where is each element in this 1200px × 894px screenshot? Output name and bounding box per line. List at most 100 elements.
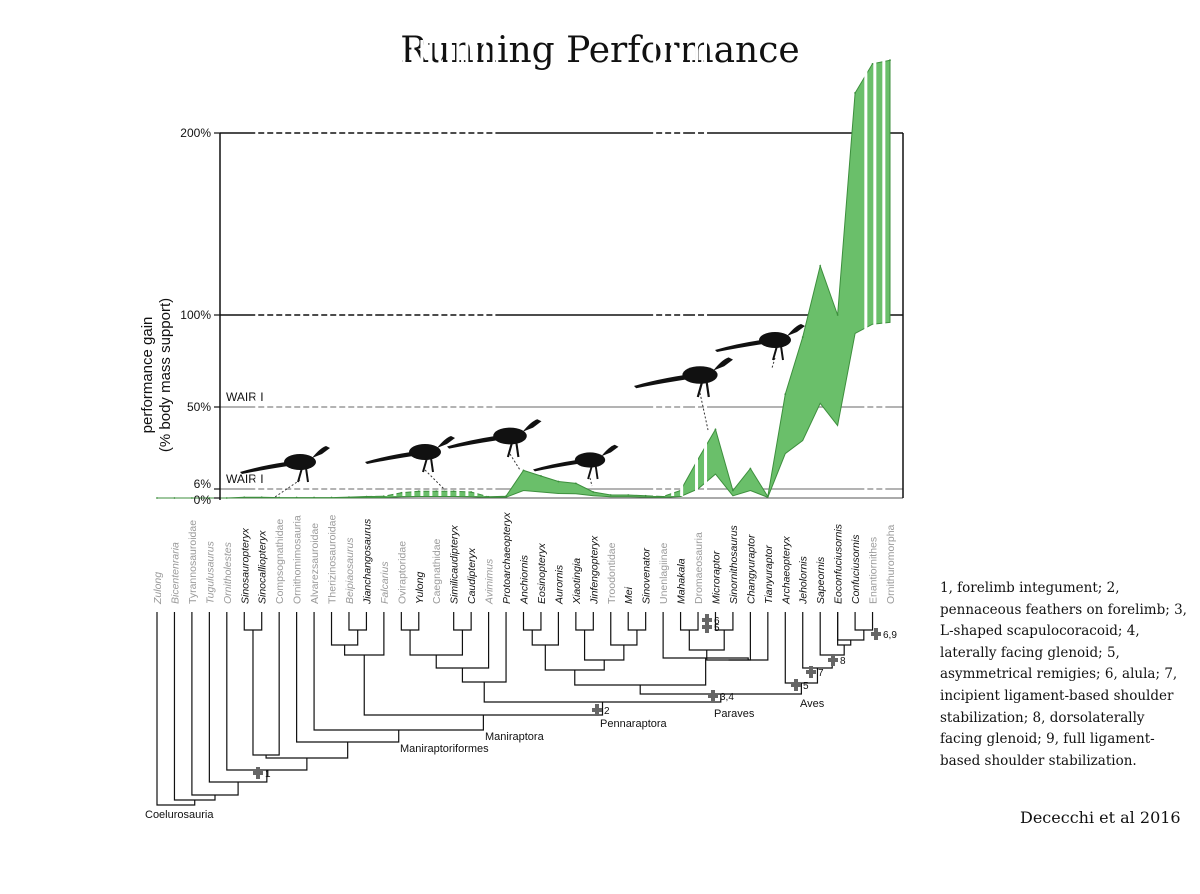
dash-gap — [438, 40, 442, 496]
taxon-label: Aurornis — [553, 564, 565, 605]
taxon-label: Sinovenator — [641, 547, 653, 604]
upper-point — [627, 494, 630, 496]
taxon-label: Ornitholestes — [222, 541, 234, 604]
dash-gap — [695, 40, 699, 496]
dinosaur-silhouette-icon — [447, 419, 542, 458]
dash-gap — [372, 40, 376, 496]
upper-point — [784, 393, 787, 396]
dinosaur-silhouette-icon — [240, 446, 330, 483]
tree-branch — [837, 612, 865, 641]
taxon-label: Zulong — [152, 572, 164, 605]
dinosaur-silhouette-icon — [365, 436, 455, 473]
svg-text:6,9: 6,9 — [883, 630, 897, 641]
clade-label: Maniraptora — [485, 731, 545, 743]
dash-gap — [483, 40, 487, 496]
dash-gap — [354, 40, 358, 496]
y-axis: 0% 6% 50% 100% 200% — [180, 126, 904, 507]
upper-point — [819, 264, 822, 267]
upper-point — [365, 495, 368, 498]
dash-gap — [429, 40, 433, 496]
upper-point — [487, 495, 490, 498]
dash-gap — [282, 40, 286, 496]
dash-gap — [273, 40, 277, 496]
dash-gap — [309, 40, 313, 496]
taxon-label: Caegnathidae — [431, 538, 443, 604]
taxon-label: Eoconfuciusornis — [833, 523, 845, 604]
y-tick-label-3: 100% — [180, 308, 211, 322]
silhouette-leader — [771, 357, 776, 369]
upper-point — [243, 496, 246, 499]
clade-label: Pennaraptora — [600, 718, 668, 730]
reference-line-label-1: WAIR II — [226, 390, 267, 404]
character-marker: 5 — [791, 679, 809, 692]
performance-area — [156, 40, 891, 499]
clade-label: Maniraptoriformes — [400, 743, 489, 755]
dash-gap — [291, 40, 295, 496]
upper-point — [260, 496, 263, 499]
upper-point — [417, 490, 420, 493]
taxon-label: Sinornithosaurus — [728, 524, 740, 604]
dash-gap — [671, 40, 675, 496]
taxon-label: Sinocalliopteryx — [257, 530, 269, 604]
tree-branch — [208, 612, 268, 783]
tree-branch — [574, 658, 707, 686]
character-marker: 8 — [828, 654, 846, 667]
character-marker: 6 — [702, 614, 720, 627]
character-marker: 7 — [806, 666, 824, 679]
upper-point — [854, 92, 856, 94]
dash-gap — [474, 40, 478, 496]
taxon-label: Ornithuromorpha — [885, 524, 897, 604]
svg-text:5: 5 — [803, 681, 809, 692]
tree-branch — [348, 612, 368, 631]
taxon-label: Compsognathidae — [274, 519, 286, 604]
dash-gap — [336, 40, 340, 496]
taxon-label: Caudipteryx — [466, 547, 478, 604]
dash-gap — [864, 40, 868, 496]
silhouette-leader — [424, 469, 446, 491]
tree-branch — [461, 612, 507, 683]
clade-label: Paraves — [714, 708, 755, 720]
tree-branch — [363, 655, 604, 716]
dash-gap — [300, 40, 304, 496]
upper-point — [156, 497, 158, 499]
svg-text:7: 7 — [818, 668, 824, 679]
dash-gap — [327, 40, 331, 496]
dash-gap — [345, 40, 349, 496]
upper-point — [889, 59, 891, 62]
upper-point — [452, 490, 455, 493]
character-legend: 1, forelimb integument; 2, pennaceous fe… — [940, 580, 1187, 769]
dinosaur-silhouette-icon — [533, 444, 619, 480]
tree-branch — [819, 612, 845, 656]
taxon-label: Yulong — [414, 572, 426, 604]
tree-branch — [191, 612, 239, 796]
y-axis-label-line2: (% body mass support) — [157, 298, 174, 452]
tree-branch — [453, 612, 472, 631]
taxon-label: Troodontidae — [606, 542, 618, 604]
tree-branch — [243, 612, 263, 631]
taxon-label: Jianchangosaurus — [361, 518, 373, 605]
dash-gap — [873, 40, 877, 496]
tree-branch — [854, 612, 874, 631]
upper-point — [801, 336, 804, 338]
tree-branch — [344, 612, 385, 656]
dash-gap — [465, 40, 469, 496]
taxon-label: Beipiaosaurus — [344, 537, 356, 604]
tree-branch — [330, 612, 359, 646]
svg-text:6: 6 — [714, 616, 720, 627]
upper-point — [313, 496, 315, 499]
taxon-label: Archaeopteryx — [780, 536, 792, 605]
silhouette-leader — [274, 479, 301, 498]
y-tick-label-4: 200% — [180, 126, 211, 140]
taxon-label: Microraptor — [710, 550, 722, 604]
taxon-label: Dromaeosauria — [693, 532, 705, 604]
tree-branch — [400, 612, 420, 631]
svg-text:3,4: 3,4 — [720, 692, 734, 703]
taxon-label: Sinosauropteryx — [239, 527, 251, 604]
taxon-label: Similicaudipteryx — [449, 524, 461, 604]
svg-text:1: 1 — [265, 769, 271, 780]
y-axis-label-group: performance gain (% body mass support) — [139, 298, 174, 452]
upper-point — [522, 469, 525, 472]
upper-point — [644, 494, 647, 497]
tree-branch — [409, 630, 464, 656]
clade-label: Aves — [800, 698, 825, 710]
